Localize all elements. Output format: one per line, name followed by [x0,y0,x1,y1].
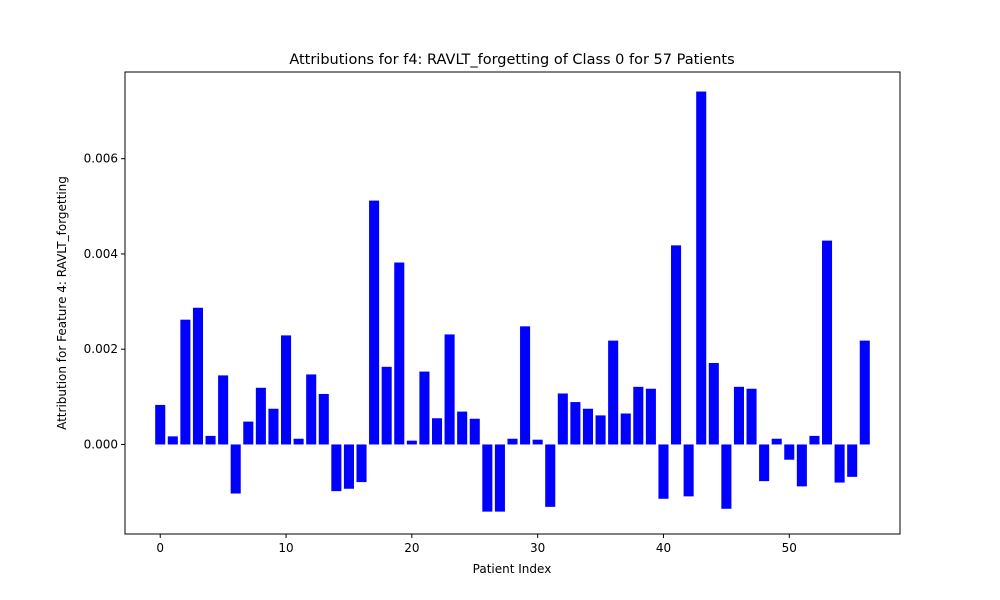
bar-patient-31 [545,444,556,507]
bar-patient-6 [230,444,241,494]
plot-frame [124,71,901,535]
bar-patient-56 [859,340,870,445]
x-tick-label: 50 [782,541,797,555]
bar-patient-3 [192,307,203,445]
bar-patient-16 [356,444,367,483]
bar-patient-41 [671,245,682,445]
y-axis-ticks: 0.000 0.002 0.004 0.006 [84,152,125,451]
y-tick-label: 0.002 [84,342,118,356]
bar-patient-49 [771,438,782,445]
bar-patient-40 [658,444,669,499]
bar-patient-21 [419,371,430,445]
y-tick-label: 0.000 [84,437,118,451]
bar-patient-44 [708,363,719,445]
bar-patient-29 [520,326,531,445]
bar-patient-43 [696,91,707,445]
bar-patient-35 [595,415,606,445]
bar-patient-42 [683,444,694,497]
bar-patient-9 [268,408,279,445]
bar-patient-15 [343,444,354,489]
bar-patient-46 [733,386,744,445]
x-tick-label: 0 [156,541,164,555]
bar-patient-8 [255,387,266,445]
bar-patient-26 [482,444,493,512]
bar-patient-32 [557,393,568,445]
bar-patient-0 [155,404,166,445]
bar-patient-1 [167,436,178,445]
bar-patient-48 [759,444,770,482]
bar-patient-24 [457,411,468,445]
bar-patient-45 [721,444,732,509]
x-tick-label: 30 [530,541,545,555]
bar-patient-53 [822,240,833,445]
y-axis-label: Attribution for Feature 4: RAVLT_forgett… [55,176,69,430]
x-axis-label: Patient Index [473,562,552,576]
bar-patient-23 [444,334,455,445]
x-tick-label: 20 [404,541,419,555]
bar-patient-13 [318,393,329,445]
bar-patient-33 [570,402,581,445]
bar-patient-5 [218,375,229,445]
bar-patient-19 [394,262,405,445]
bar-patient-14 [331,444,342,492]
y-tick-label: 0.006 [84,152,118,166]
bar-patient-10 [281,335,292,445]
bar-patient-51 [796,444,807,487]
bar-patient-39 [645,388,656,445]
bar-patient-28 [507,438,518,445]
y-tick-label: 0.004 [84,247,118,261]
x-tick-label: 10 [278,541,293,555]
bar-patient-18 [381,366,392,445]
bar-patient-37 [620,413,631,445]
bar-patient-20 [406,440,417,445]
bar-patient-54 [834,444,845,483]
bar-patient-12 [306,374,317,445]
bar-patient-4 [205,435,216,445]
chart-title: Attributions for f4: RAVLT_forgetting of… [289,52,734,68]
bars-group [155,91,870,512]
bar-patient-52 [809,435,820,445]
bar-patient-38 [633,386,644,445]
bar-patient-30 [532,439,543,445]
bar-patient-50 [784,444,795,460]
bar-patient-27 [494,444,505,512]
bar-patient-36 [608,340,619,445]
bar-patient-25 [469,418,480,445]
bar-patient-34 [582,408,594,445]
bar-patient-7 [243,421,254,445]
bar-patient-22 [431,418,443,445]
bar-patient-55 [847,444,858,477]
bar-patient-17 [369,200,380,445]
bar-patient-11 [293,438,304,445]
bar-patient-2 [180,319,191,445]
x-axis-ticks: 0 10 20 30 40 50 [156,534,797,555]
bar-patient-47 [746,388,757,445]
x-tick-label: 40 [656,541,671,555]
